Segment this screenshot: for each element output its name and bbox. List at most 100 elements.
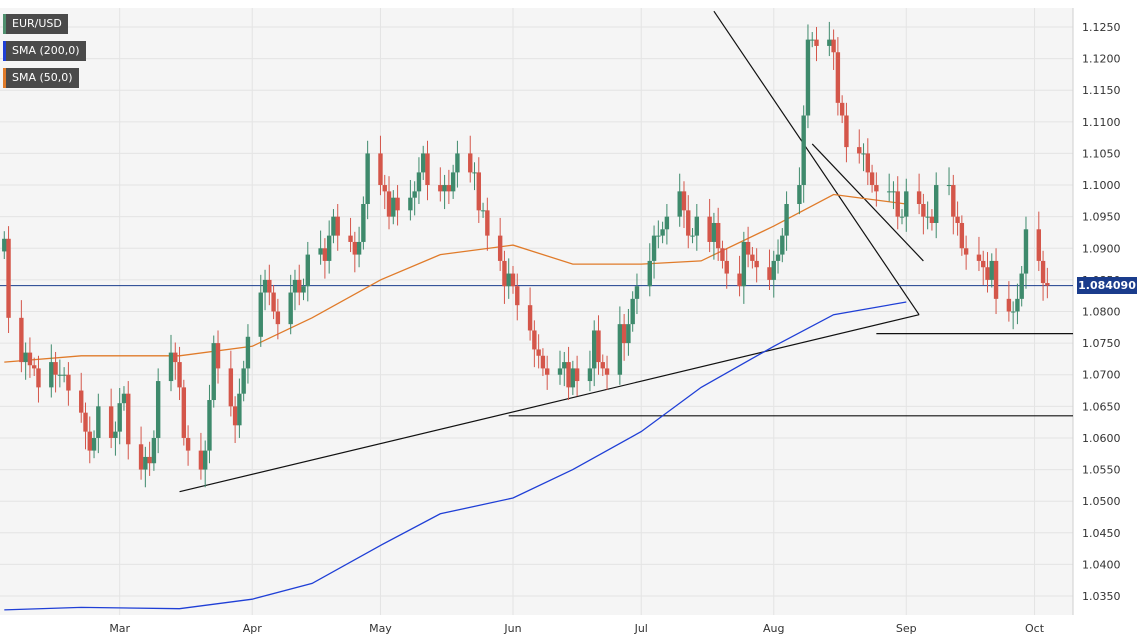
candle-body	[177, 362, 182, 388]
candle-body	[485, 210, 490, 236]
candle-body	[361, 204, 366, 242]
candle-body	[750, 254, 755, 261]
candle-body	[292, 279, 298, 293]
candle-body	[827, 39, 832, 46]
candle-body	[904, 191, 909, 217]
candle-body	[592, 330, 597, 369]
candle-body	[724, 260, 729, 274]
candle-body	[814, 39, 819, 46]
candle-body	[707, 216, 712, 242]
x-axis: Mar Apr May Jun Jul Aug Sep Oct	[109, 622, 1044, 635]
candle-body	[805, 39, 811, 116]
moving-averages	[4, 193, 907, 611]
candle-body	[143, 456, 148, 470]
candle-body	[91, 437, 97, 451]
candle-body	[151, 437, 157, 464]
candle-body	[416, 172, 422, 192]
candle-body	[258, 292, 263, 337]
candle-body	[1023, 229, 1029, 274]
candle-body	[1045, 283, 1050, 286]
candle-body	[335, 216, 340, 236]
candle-body	[899, 216, 905, 218]
candle-body	[544, 368, 550, 375]
candle-body	[771, 260, 776, 280]
candle-body	[57, 374, 63, 376]
candle-body	[267, 279, 272, 293]
candle-body	[138, 444, 144, 470]
candle-body	[959, 222, 965, 249]
y-tick-label: 1.0450	[1082, 527, 1121, 540]
y-tick-label: 1.1250	[1082, 21, 1121, 34]
candle-body	[126, 393, 131, 445]
candle-body	[775, 254, 781, 261]
candle-body	[946, 185, 952, 187]
candle-body	[36, 368, 41, 388]
candle-body	[797, 185, 802, 205]
y-tick-label: 1.0700	[1082, 369, 1121, 382]
candle-body	[297, 279, 302, 293]
legend-symbol[interactable]: EUR/USD	[3, 14, 68, 34]
candle-body	[202, 450, 208, 470]
candle-body	[326, 235, 332, 261]
candle-body	[869, 172, 875, 186]
sma50-line	[4, 193, 907, 363]
candle-body	[626, 324, 631, 344]
candle-body	[288, 292, 293, 325]
candle-body	[865, 153, 871, 173]
trendlines	[0, 10, 1073, 493]
candle-body	[857, 147, 862, 154]
candle-body	[506, 273, 511, 287]
grid	[0, 8, 1074, 615]
candle-body	[322, 248, 328, 261]
candle-body	[352, 241, 358, 255]
candle-body	[532, 330, 537, 350]
candle-body	[168, 352, 174, 382]
legend-sma200[interactable]: SMA (200,0)	[3, 41, 86, 61]
candle-body	[737, 273, 742, 287]
candle-body	[711, 222, 717, 242]
candle-body	[301, 286, 306, 293]
candle-body	[934, 185, 939, 223]
x-tick-label: Oct	[1025, 622, 1045, 635]
candle-body	[651, 235, 657, 261]
candle-body	[861, 153, 866, 155]
candle-body	[181, 387, 187, 438]
candle-body	[985, 267, 990, 280]
candle-body	[61, 374, 67, 376]
candle-body	[215, 343, 221, 369]
x-tick-label: Jun	[503, 622, 521, 635]
candle-body	[1040, 260, 1046, 284]
candle-body	[117, 403, 122, 432]
x-tick-label: May	[369, 622, 392, 635]
candle-body	[147, 456, 152, 464]
y-tick-label: 1.0350	[1082, 590, 1121, 603]
candle-body	[681, 191, 687, 211]
x-tick-label: Aug	[763, 622, 784, 635]
candle-body	[664, 216, 670, 230]
candle-body	[275, 311, 281, 325]
candle-body	[96, 406, 101, 438]
candle-body	[31, 365, 37, 369]
candle-body	[27, 352, 33, 366]
candle-body	[540, 355, 546, 369]
candle-body	[844, 115, 849, 148]
candle-body	[232, 406, 238, 426]
candle-body	[442, 185, 447, 192]
y-tick-label: 1.1000	[1082, 179, 1121, 192]
candle-body	[49, 362, 54, 388]
candle-body	[331, 216, 336, 236]
candles	[2, 21, 1050, 488]
candle-body	[378, 153, 383, 186]
candle-body	[741, 241, 747, 287]
candle-body	[784, 204, 789, 236]
candle-body	[262, 279, 268, 293]
y-tick-label: 1.1200	[1082, 53, 1121, 66]
candle-body	[318, 248, 323, 255]
candle-body	[356, 241, 362, 255]
candle-body	[604, 368, 610, 375]
legend-sma50[interactable]: SMA (50,0)	[3, 68, 79, 88]
candle-body	[1036, 229, 1042, 261]
candle-body	[87, 431, 92, 451]
candle-body	[198, 450, 204, 470]
